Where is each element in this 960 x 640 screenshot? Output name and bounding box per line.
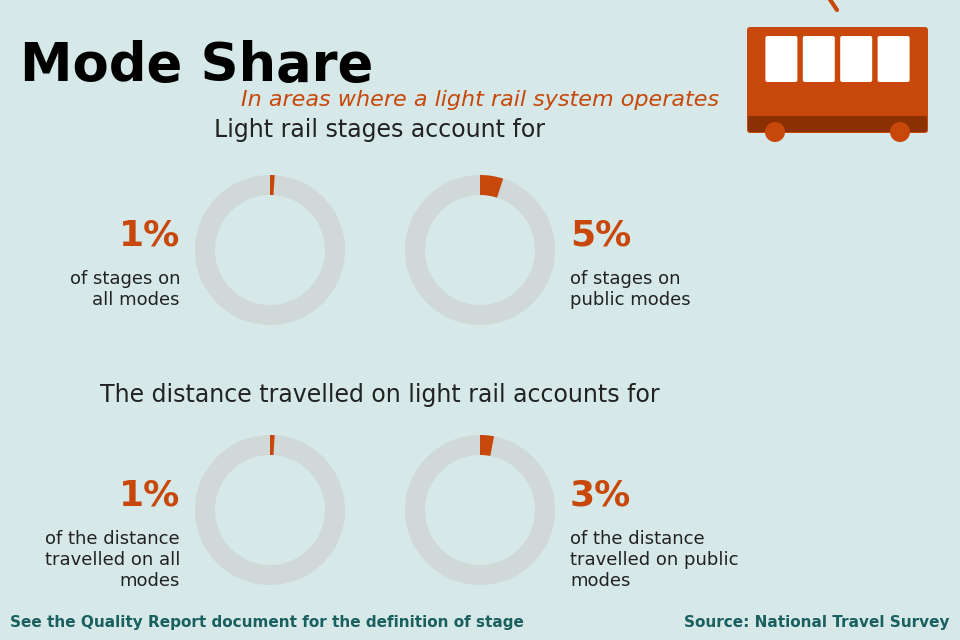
Text: Mode Share: Mode Share bbox=[20, 40, 373, 92]
Text: Source: National Travel Survey: Source: National Travel Survey bbox=[684, 615, 950, 630]
Wedge shape bbox=[270, 175, 275, 195]
Text: 1%: 1% bbox=[119, 218, 180, 252]
Wedge shape bbox=[405, 435, 555, 585]
Text: The distance travelled on light rail accounts for: The distance travelled on light rail acc… bbox=[100, 383, 660, 407]
FancyBboxPatch shape bbox=[748, 116, 927, 132]
Circle shape bbox=[765, 122, 785, 142]
Text: of the distance
travelled on all
modes: of the distance travelled on all modes bbox=[44, 530, 180, 589]
Wedge shape bbox=[480, 175, 503, 198]
Wedge shape bbox=[195, 435, 345, 585]
Text: 3%: 3% bbox=[570, 478, 632, 512]
Circle shape bbox=[890, 122, 910, 142]
FancyBboxPatch shape bbox=[765, 36, 798, 82]
Wedge shape bbox=[195, 175, 345, 325]
Text: In areas where a light rail system operates: In areas where a light rail system opera… bbox=[241, 90, 719, 110]
FancyBboxPatch shape bbox=[747, 27, 928, 133]
Wedge shape bbox=[480, 435, 494, 456]
FancyBboxPatch shape bbox=[840, 36, 873, 82]
Wedge shape bbox=[405, 175, 555, 325]
Text: of stages on
public modes: of stages on public modes bbox=[570, 270, 690, 309]
Wedge shape bbox=[270, 435, 275, 455]
Text: 1%: 1% bbox=[119, 478, 180, 512]
Text: Light rail stages account for: Light rail stages account for bbox=[214, 118, 545, 142]
Text: of the distance
travelled on public
modes: of the distance travelled on public mode… bbox=[570, 530, 738, 589]
Text: 5%: 5% bbox=[570, 218, 632, 252]
FancyBboxPatch shape bbox=[803, 36, 835, 82]
Text: of stages on
all modes: of stages on all modes bbox=[69, 270, 180, 309]
Text: See the Quality Report document for the definition of stage: See the Quality Report document for the … bbox=[10, 615, 524, 630]
FancyBboxPatch shape bbox=[877, 36, 909, 82]
